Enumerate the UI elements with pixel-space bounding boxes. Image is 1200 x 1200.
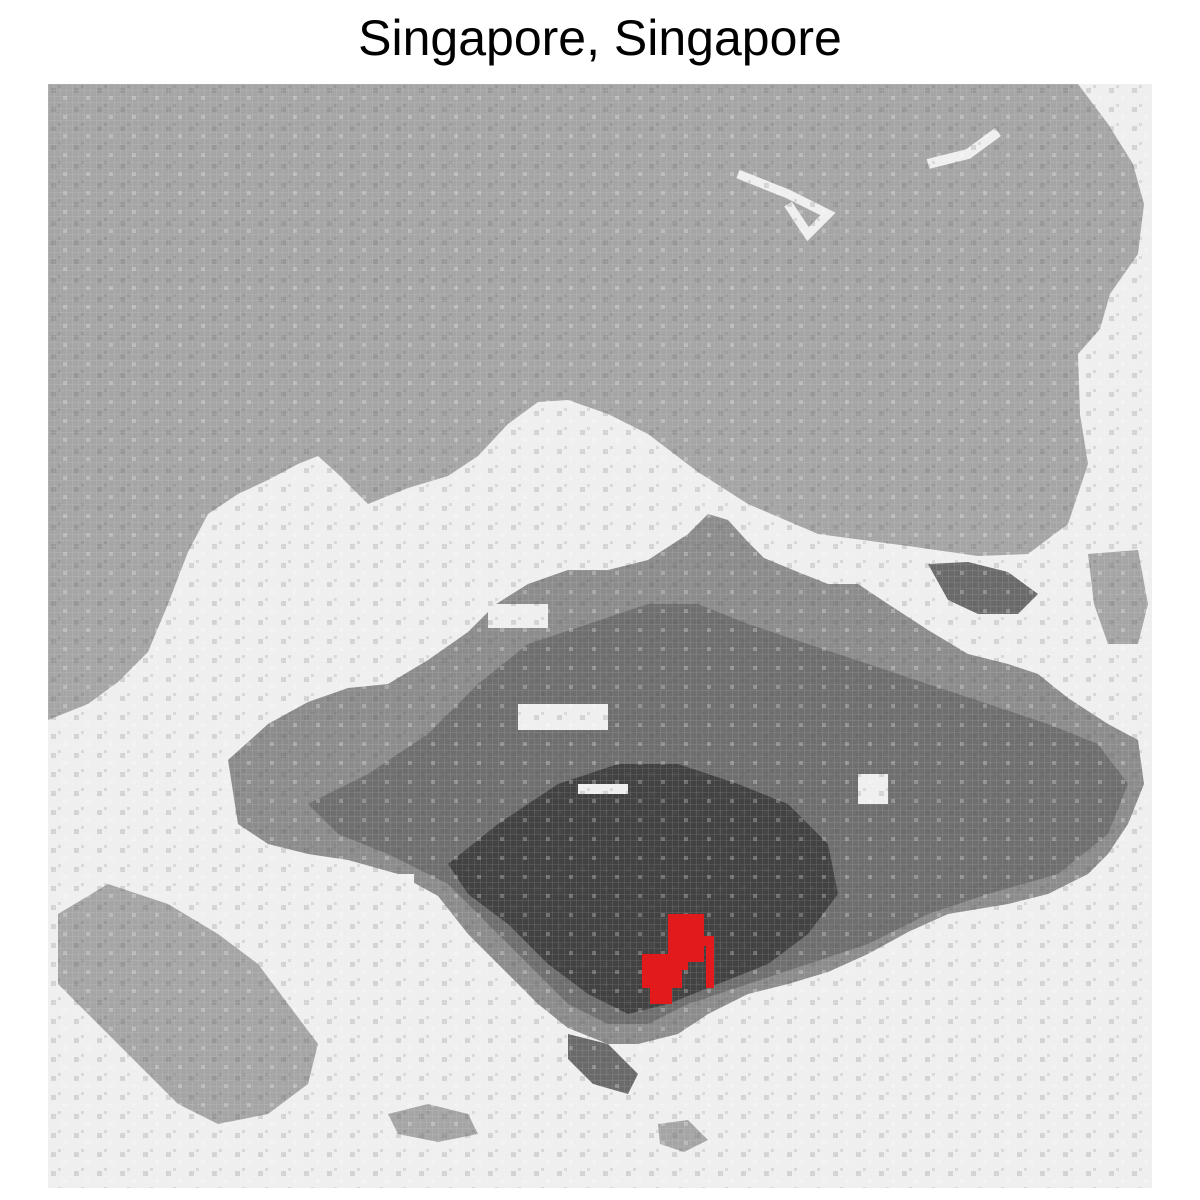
highlight-region — [642, 914, 714, 1004]
highlight-block-3 — [650, 984, 672, 1004]
highlight-block-6 — [682, 950, 688, 970]
highlight-block-2 — [642, 954, 682, 988]
highlight-block-5 — [706, 942, 714, 988]
grid-overlay — [48, 84, 1152, 1188]
raster-map — [48, 84, 1152, 1188]
map-panel — [48, 84, 1152, 1188]
map-title: Singapore, Singapore — [358, 10, 842, 66]
highlight-block-4 — [696, 936, 714, 946]
